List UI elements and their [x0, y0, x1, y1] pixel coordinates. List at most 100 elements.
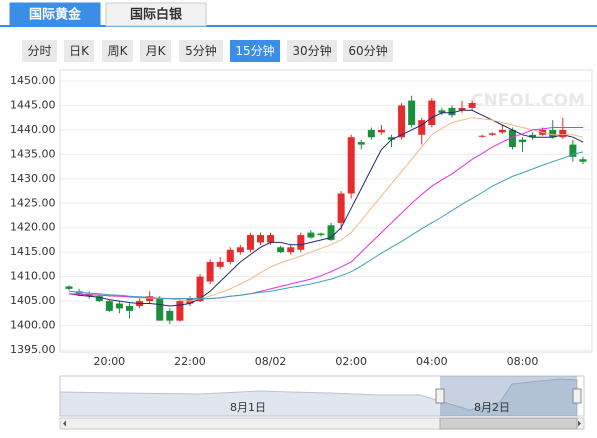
y-tick-label: 1425.00: [10, 196, 56, 209]
moving-average-line: [68, 151, 584, 300]
period-button[interactable]: [64, 40, 94, 62]
period-button[interactable]: [230, 40, 280, 62]
x-tick-label: 20:00: [93, 355, 125, 368]
y-tick-label: 1440.00: [10, 123, 56, 136]
candle-body: [287, 247, 295, 253]
candle-body: [166, 310, 174, 321]
period-label[interactable]: 日K: [69, 44, 90, 58]
period-button[interactable]: [179, 40, 223, 62]
period-label[interactable]: 15分钟: [235, 43, 274, 58]
period-button[interactable]: [343, 40, 393, 62]
navigator-label: 8月2日: [474, 401, 510, 414]
y-tick-label: 1415.00: [10, 245, 56, 258]
tab[interactable]: [105, 2, 207, 27]
candle-body: [478, 135, 486, 137]
y-tick-label: 1435.00: [10, 147, 56, 160]
candle-body: [408, 100, 416, 126]
candle-body: [226, 249, 234, 262]
scroll-left[interactable]: [63, 420, 66, 427]
y-tick-label: 1450.00: [10, 74, 56, 87]
period-label[interactable]: 30分钟: [292, 43, 331, 58]
period-label[interactable]: 月K: [146, 44, 167, 58]
candle-body: [418, 120, 426, 135]
candle-body: [126, 305, 133, 311]
navigator-handle[interactable]: [572, 388, 582, 404]
candle-body: [95, 296, 103, 302]
tab[interactable]: [9, 2, 101, 27]
moving-average-line: [68, 127, 583, 300]
candle-body: [559, 129, 567, 138]
candle-body: [428, 100, 436, 126]
tab-label[interactable]: 国际黄金: [29, 7, 82, 23]
candle-body: [468, 103, 476, 108]
candle-body: [257, 235, 264, 243]
candle-body: [458, 107, 466, 111]
navigator-selection: [440, 376, 577, 416]
y-tick-label: 1420.00: [10, 221, 56, 234]
candle-body: [488, 133, 496, 135]
candle-body: [206, 261, 214, 282]
candle-body: [519, 139, 526, 143]
period-label[interactable]: 分时: [27, 44, 51, 58]
plot-frame: [59, 69, 593, 353]
candle-body: [529, 134, 537, 138]
period-button[interactable]: [140, 40, 171, 62]
scroll-right[interactable]: [578, 420, 581, 427]
candle-body: [438, 110, 446, 113]
candle-body: [65, 286, 73, 289]
candle-body: [297, 235, 305, 250]
y-tick-label: 1445.00: [10, 98, 56, 111]
candle-body: [377, 129, 385, 133]
period-button[interactable]: [102, 40, 133, 62]
moving-average-line: [68, 109, 584, 307]
navigator-area: [59, 378, 578, 417]
candle-body: [398, 105, 406, 138]
navigator: 8月1日 8月2日: [59, 375, 585, 430]
candle-body: [498, 129, 506, 133]
period-button[interactable]: [287, 40, 337, 62]
candle-body: [317, 233, 325, 236]
candle-body: [549, 129, 557, 138]
candle-body: [347, 137, 355, 194]
y-tick-label: 1410.00: [10, 270, 56, 283]
scrollbar-thumb[interactable]: [439, 417, 578, 430]
x-tick-label: 02:00: [335, 355, 367, 368]
y-tick-label: 1395.00: [10, 343, 56, 356]
candle-body: [156, 298, 164, 321]
y-tick-label: 1405.00: [10, 294, 56, 307]
candle-body: [115, 303, 123, 309]
y-tick-label: 1430.00: [10, 172, 56, 185]
candle-body: [337, 193, 345, 223]
candle-body: [508, 129, 516, 148]
candle-body: [357, 142, 365, 145]
period-label[interactable]: 5分钟: [185, 43, 217, 58]
watermark: CNFOL.COM: [471, 91, 585, 111]
period-label[interactable]: 60分钟: [348, 43, 387, 58]
candle-body: [307, 232, 315, 238]
candle-body: [196, 276, 204, 302]
candle-body: [105, 301, 113, 311]
candle-body: [579, 159, 587, 162]
y-tick-label: 1400.00: [10, 319, 56, 332]
candle-body: [176, 301, 184, 321]
candle-body: [216, 261, 224, 267]
candle-body: [327, 225, 335, 240]
candle-body: [448, 107, 456, 116]
x-tick-label: 08:00: [507, 355, 539, 368]
navigator-label: 8月1日: [230, 401, 266, 414]
candle-body: [277, 247, 285, 253]
candle-body: [367, 129, 375, 138]
period-label[interactable]: 周K: [108, 44, 129, 58]
period-button[interactable]: [22, 40, 57, 62]
candle-body: [246, 235, 254, 250]
scrollbar[interactable]: [59, 417, 585, 430]
candle-body: [267, 235, 275, 243]
tab-label[interactable]: 国际白银: [130, 7, 183, 23]
x-tick-label: 22:00: [174, 355, 206, 368]
navigator-handle[interactable]: [435, 388, 445, 404]
candle-body: [236, 247, 244, 253]
candle-body: [388, 137, 395, 140]
x-tick-label: 08/02: [255, 355, 287, 368]
candle-body: [569, 144, 577, 157]
